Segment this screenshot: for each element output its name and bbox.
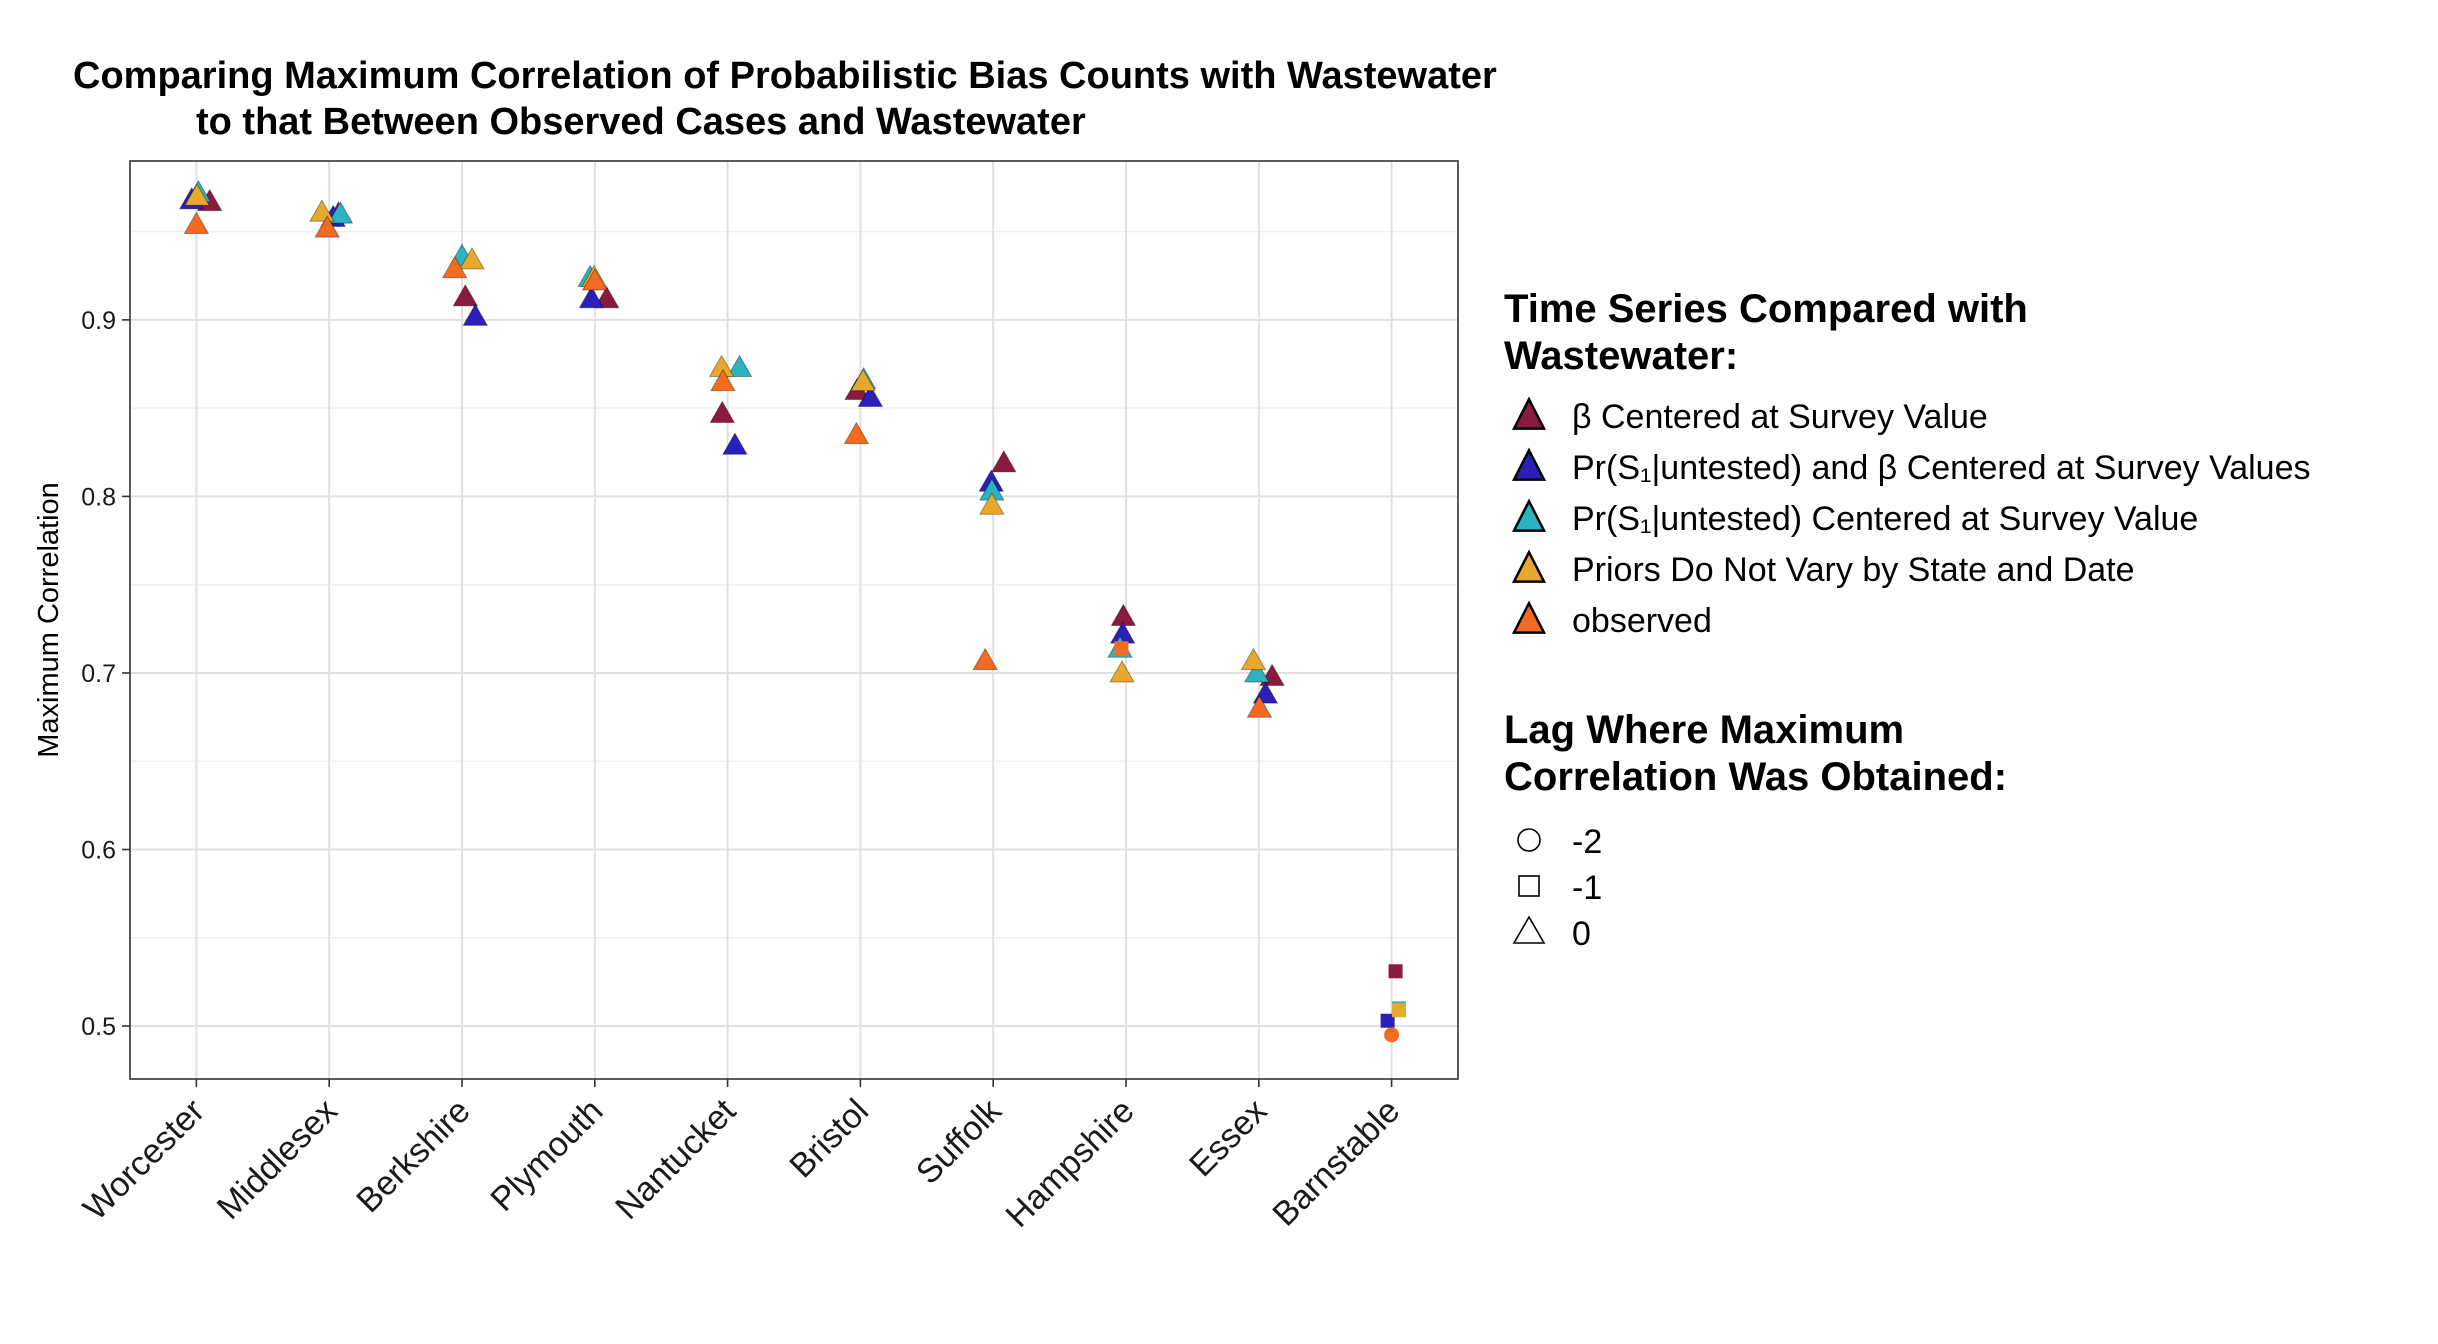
data-point-series-3-hampshire [1109,659,1135,683]
grid-lines [130,161,1458,1079]
shape-legend-title-line-2: Correlation Was Obtained: [1504,755,2007,799]
data-point-series-1-bristol [857,384,884,408]
data-point-series-4-plymouth [581,268,608,291]
color-legend-title-line-1: Time Series Compared with [1504,287,2028,331]
circle-legend-icon [1517,828,1541,852]
data-point-series-4-essex [1246,695,1273,718]
shape-legend: Lag Where Maximum Correlation Was Obtain… [1504,708,2007,953]
color-legend-title-line-2: Wastewater: [1504,334,1738,378]
shape-legend-title-line-1: Lag Where Maximum [1504,708,1904,752]
y-tick-label: 0.7 [81,660,116,688]
plot-background [130,161,1458,1079]
plot-border [129,160,1459,1080]
data-point-series-2-middlesex [327,200,354,224]
color-legend-key [1511,498,1547,532]
data-point-series-2-essex [1243,659,1270,683]
shape-legend-label: 0 [1572,915,1591,953]
data-point-series-4-berkshire [441,255,468,279]
data-point-series-2-nantucket [726,354,753,378]
color-legend-items: β Centered at Survey Value Pr(S₁|untested… [1511,396,2311,640]
data-point-series-4-nantucket [710,368,736,392]
x-tick-label: Barnstable [1265,1092,1407,1234]
plot-panel [129,160,1459,1080]
data-point-series-4-hampshire [1114,641,1129,656]
color-legend-label: Pr(S₁|untested) Centered at Survey Value [1572,500,2198,538]
data-point-series-3-suffolk [979,492,1005,515]
color-legend-key [1511,600,1547,634]
chart-title-line-2: to that Between Observed Cases and Waste… [196,101,1086,143]
shape-legend-items: -2 -1 0 [1512,823,1602,953]
x-tick-label: Bristol [782,1092,876,1186]
data-point-series-4-bristol [843,421,870,445]
color-legend-key [1511,396,1547,430]
data-point-series-0-berkshire [452,283,479,307]
data-point-series-0-suffolk [990,449,1017,473]
x-tick-label: Worcester [76,1092,212,1228]
y-axis-title: Maximum Correlation [33,482,65,758]
data-point-series-1-plymouth [578,285,605,309]
color-legend: Time Series Compared with Wastewater: β … [1504,287,2311,640]
data-point-series-0-plymouth [593,285,620,309]
chart-title-line-1: Comparing Maximum Correlation of Probabi… [73,55,1497,97]
y-axis-ticks: 0.5 0.6 0.7 0.8 0.9 [81,307,130,1041]
x-tick-label: Plymouth [483,1092,610,1219]
y-tick-label: 0.8 [81,483,116,511]
x-tick-label: Suffolk [909,1091,1010,1192]
x-tick-label: Berkshire [349,1092,477,1220]
data-point-series-3-worcester [184,183,210,206]
data-point-series-1-berkshire [462,303,489,326]
data-point-series-4-worcester [183,211,210,235]
x-tick-label: Middlesex [210,1092,345,1227]
data-point-series-3-bristol [850,368,876,392]
shape-legend-label: -2 [1572,823,1602,861]
x-tick-label: Hampshire [999,1092,1142,1235]
x-tick-label: Nantucket [608,1091,744,1227]
y-tick-label: 0.9 [81,307,116,335]
data-point-series-0-nantucket [709,400,736,423]
color-legend-label: Priors Do Not Vary by State and Date [1572,551,2135,589]
square-legend-icon [1518,875,1540,897]
data-point-series-3-middlesex [309,199,335,222]
data-point-series-4-barnstable [1384,1027,1400,1043]
data-point-series-3-essex [1240,647,1267,671]
data-point-series-3-barnstable [1391,1003,1406,1018]
color-legend-label: β Centered at Survey Value [1572,398,1988,436]
color-legend-label: Pr(S₁|untested) and β Centered at Survey… [1572,449,2311,487]
y-tick-label: 0.5 [81,1013,116,1041]
triangle-legend-icon [1512,915,1546,944]
data-point-series-4-middlesex [314,215,341,238]
data-point-series-0-barnstable [1388,964,1403,979]
color-legend-key [1511,447,1547,481]
x-tick-label: Essex [1182,1092,1274,1184]
data-point-series-4-suffolk [972,647,999,671]
shape-legend-label: -1 [1572,869,1602,907]
data-point-series-1-nantucket [722,432,748,455]
color-legend-key [1511,549,1547,583]
y-tick-label: 0.6 [81,837,116,865]
data-point-series-3-berkshire [459,246,485,270]
data-point-series-1-barnstable [1380,1013,1395,1028]
data-points [178,179,1406,1043]
color-legend-label: observed [1572,602,1712,640]
